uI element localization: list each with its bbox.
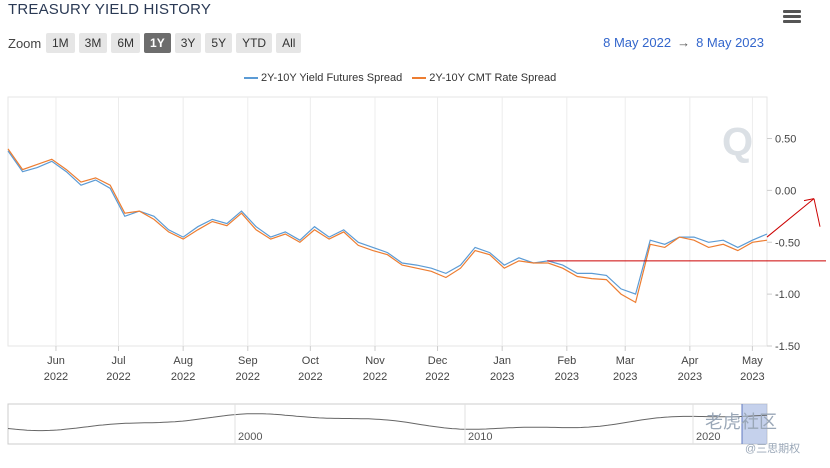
x-tick-month: Aug	[173, 355, 193, 367]
x-tick-year: 2022	[363, 371, 387, 383]
x-tick-month: Sep	[238, 355, 258, 367]
zoom-button-5y[interactable]: 5Y	[205, 33, 233, 53]
zoom-button-3m[interactable]: 3M	[78, 33, 108, 53]
range-from[interactable]: 8 May 2022	[603, 35, 672, 50]
y-tick-label: -0.50	[775, 237, 800, 249]
legend-item-series-1[interactable]: 2Y-10Y Yield Futures Spread	[244, 72, 402, 84]
range-to[interactable]: 8 May 2023	[696, 35, 764, 50]
q-logo-icon: Q	[722, 120, 753, 164]
x-tick-year: 2022	[171, 371, 195, 383]
x-tick-month: Dec	[428, 355, 448, 367]
x-tick-month: Oct	[302, 355, 319, 367]
zoom-button-1m[interactable]: 1M	[46, 33, 75, 53]
annotation-arrow-shaft	[766, 198, 815, 238]
watermark-sub: @三思期权	[745, 443, 801, 455]
annotations	[547, 198, 826, 262]
zoom-button-1y[interactable]: 1Y	[144, 33, 171, 53]
y-tick-label: 0.00	[775, 185, 796, 197]
y-axis: 0.50 0.00 -0.50 -1.00 -1.50	[767, 134, 800, 353]
x-tick-month: Feb	[557, 355, 576, 367]
navigator: 2000 2010 2020	[7, 403, 768, 445]
page-title: TREASURY YIELD HISTORY	[8, 1, 212, 18]
legend: 2Y-10Y Yield Futures Spread 2Y-10Y CMT R…	[244, 72, 556, 84]
series-line-1	[7, 150, 768, 295]
x-tick-month: Jul	[111, 355, 125, 367]
x-tick-year: 2023	[740, 371, 764, 383]
x-tick-year: 2022	[44, 371, 68, 383]
q-logo-glyph: Q	[722, 120, 753, 164]
date-range: 8 May 2022 → 8 May 2023	[603, 35, 764, 50]
x-tick-year: 2022	[298, 371, 322, 383]
legend-item-series-2[interactable]: 2Y-10Y CMT Rate Spread	[412, 72, 556, 84]
x-tick-month: Jun	[47, 355, 65, 367]
x-tick-year: 2023	[490, 371, 514, 383]
navigator-year-label: 2010	[468, 431, 492, 443]
zoom-button-6m[interactable]: 6M	[111, 33, 141, 53]
zoom-label: Zoom	[8, 36, 42, 51]
x-tick-month: May	[742, 355, 763, 367]
plot-border	[7, 96, 768, 347]
x-tick-year: 2023	[613, 371, 637, 383]
series-line-2	[7, 148, 768, 304]
x-tick-year: 2022	[106, 371, 130, 383]
legend-swatch-series-2	[412, 77, 427, 79]
x-tick-year: 2023	[678, 371, 702, 383]
annotation-arrow-head-a	[803, 198, 815, 202]
zoom-button-group: 1M 3M 6M 1Y 3Y 5Y YTD All	[46, 33, 302, 53]
x-axis: Jun 2022 Jul 2022 Aug 2022 Sep 2022 Oct 2022 Nov 20…	[44, 346, 765, 383]
y-tick-label: -1.00	[775, 289, 800, 301]
x-tick-month: Jan	[493, 355, 511, 367]
legend-swatch-series-1	[244, 77, 258, 79]
zoom-button-3y[interactable]: 3Y	[174, 33, 202, 53]
x-tick-month: Nov	[365, 355, 385, 367]
x-tick-month: Mar	[616, 355, 635, 367]
hamburger-menu-icon[interactable]	[783, 10, 801, 24]
navigator-year-label: 2000	[238, 431, 262, 443]
navigator-frame	[7, 403, 768, 445]
x-tick-year: 2022	[425, 371, 449, 383]
y-tick-label: 0.50	[775, 134, 796, 146]
legend-label-series-2: 2Y-10Y CMT Rate Spread	[429, 72, 557, 84]
x-tick-year: 2023	[555, 371, 579, 383]
x-tick-year: 2022	[236, 371, 260, 383]
vertical-grid	[55, 97, 753, 346]
x-tick-month: Apr	[681, 355, 698, 367]
zoom-button-ytd[interactable]: YTD	[236, 33, 273, 53]
range-arrow-icon: →	[677, 35, 691, 50]
series-lines	[7, 148, 768, 304]
zoom-button-all[interactable]: All	[276, 33, 302, 53]
navigator-line	[7, 413, 768, 432]
legend-label-series-1: 2Y-10Y Yield Futures Spread	[261, 72, 403, 84]
watermark-main: 老虎社区	[705, 412, 777, 432]
annotation-arrow-head-b	[813, 198, 821, 227]
y-tick-label: -1.50	[775, 341, 800, 353]
